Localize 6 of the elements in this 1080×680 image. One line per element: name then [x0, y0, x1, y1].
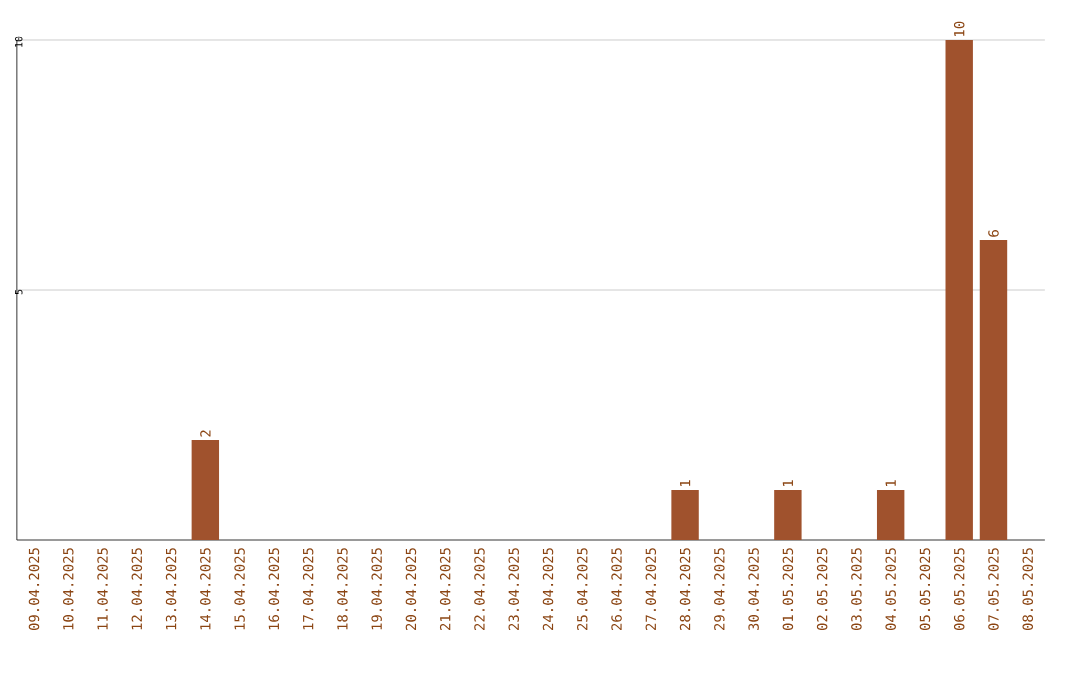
bar — [979, 240, 1008, 540]
bar — [876, 490, 905, 540]
bar — [671, 490, 699, 540]
bar — [191, 440, 220, 540]
bar — [774, 490, 802, 540]
bar — [945, 39, 973, 540]
